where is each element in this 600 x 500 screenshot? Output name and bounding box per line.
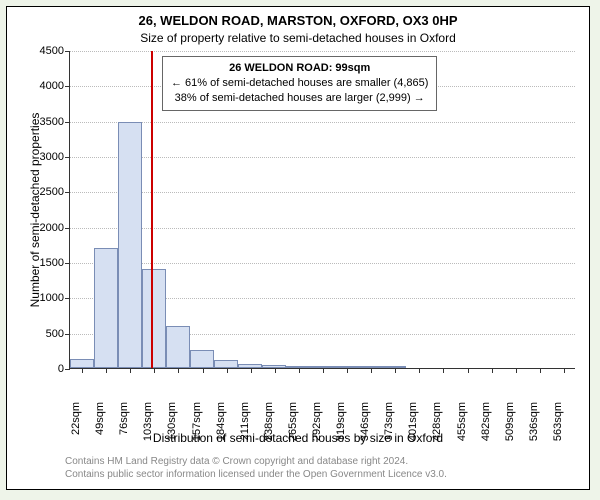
- chart-title-line2: Size of property relative to semi-detach…: [7, 31, 589, 45]
- x-tick-mark: [275, 368, 276, 373]
- histogram-bar: [142, 269, 166, 368]
- y-tick-label: 1500: [40, 257, 70, 269]
- x-tick-mark: [347, 368, 348, 373]
- legend-line-2: ← 61% of semi-detached houses are smalle…: [171, 76, 428, 91]
- y-tick-label: 4000: [40, 80, 70, 92]
- x-tick-mark: [154, 368, 155, 373]
- reference-line: [151, 51, 153, 368]
- attribution-line1: Contains HM Land Registry data © Crown c…: [65, 456, 408, 467]
- y-tick-label: 0: [58, 363, 70, 375]
- x-tick-mark: [323, 368, 324, 373]
- x-tick-mark: [443, 368, 444, 373]
- x-tick-mark: [371, 368, 372, 373]
- y-tick-label: 3500: [40, 116, 70, 128]
- legend-line-3: 38% of semi-detached houses are larger (…: [171, 91, 428, 106]
- gridline-h: [70, 51, 575, 52]
- histogram-bar: [94, 248, 118, 368]
- x-tick-mark: [540, 368, 541, 373]
- y-tick-label: 1000: [40, 292, 70, 304]
- x-tick-mark: [203, 368, 204, 373]
- histogram-bar: [166, 326, 190, 368]
- x-tick-mark: [130, 368, 131, 373]
- y-axis-title: Number of semi-detached properties: [28, 100, 42, 320]
- gridline-h: [70, 122, 575, 123]
- x-tick-mark: [492, 368, 493, 373]
- x-tick-mark: [227, 368, 228, 373]
- plot-area: 05001000150020002500300035004000450022sq…: [69, 51, 575, 369]
- x-tick-mark: [395, 368, 396, 373]
- x-tick-mark: [419, 368, 420, 373]
- x-tick-mark: [564, 368, 565, 373]
- x-tick-mark: [178, 368, 179, 373]
- y-tick-label: 500: [46, 328, 70, 340]
- y-tick-label: 2000: [40, 222, 70, 234]
- x-tick-mark: [106, 368, 107, 373]
- legend-box: 26 WELDON ROAD: 99sqm← 61% of semi-detac…: [162, 56, 437, 111]
- x-tick-mark: [251, 368, 252, 373]
- y-tick-label: 4500: [40, 45, 70, 57]
- attribution-line2: Contains public sector information licen…: [65, 469, 447, 480]
- x-axis-title: Distribution of semi-detached houses by …: [7, 431, 589, 445]
- chart-frame: 26, WELDON ROAD, MARSTON, OXFORD, OX3 0H…: [6, 6, 590, 490]
- gridline-h: [70, 228, 575, 229]
- gridline-h: [70, 192, 575, 193]
- histogram-bar: [118, 122, 142, 368]
- histogram-bar: [190, 350, 214, 368]
- histogram-bar: [214, 360, 238, 368]
- y-tick-label: 3000: [40, 151, 70, 163]
- x-tick-mark: [299, 368, 300, 373]
- x-tick-mark: [516, 368, 517, 373]
- gridline-h: [70, 263, 575, 264]
- gridline-h: [70, 157, 575, 158]
- chart-title-line1: 26, WELDON ROAD, MARSTON, OXFORD, OX3 0H…: [7, 13, 589, 28]
- attribution-text: Contains HM Land Registry data © Crown c…: [65, 455, 447, 481]
- y-tick-label: 2500: [40, 186, 70, 198]
- legend-line-1: 26 WELDON ROAD: 99sqm: [171, 61, 428, 76]
- x-tick-mark: [82, 368, 83, 373]
- x-tick-mark: [468, 368, 469, 373]
- histogram-bar: [70, 359, 94, 368]
